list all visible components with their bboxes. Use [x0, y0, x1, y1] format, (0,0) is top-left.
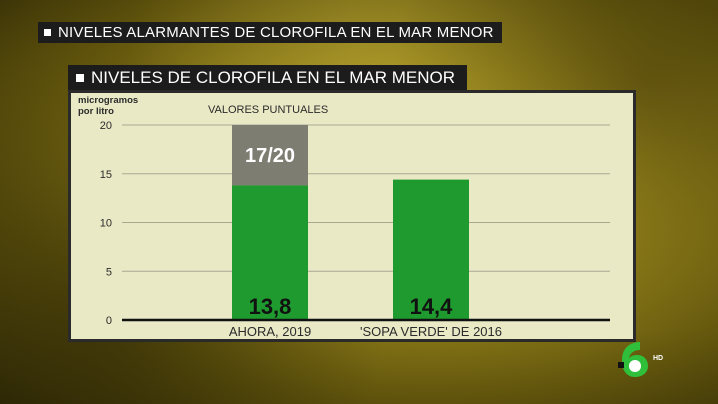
chart-panel [68, 90, 636, 342]
y-axis-label: microgramos por litro [78, 95, 139, 117]
bar [232, 185, 308, 320]
range-bar [232, 125, 308, 186]
x-category-label: AHORA, 2019 [229, 324, 311, 339]
x-category-label: 'SOPA VERDE' DE 2016 [360, 324, 502, 339]
lasexta-logo-icon [618, 342, 648, 377]
chart-title: NIVELES DE CLOROFILA EN EL MAR MENOR [91, 67, 456, 87]
y-tick-label: 20 [100, 120, 112, 132]
top-banner: NIVELES ALARMANTES DE CLOROFILA EN EL MA… [38, 22, 502, 43]
y-tick-label: 10 [100, 218, 112, 230]
annotation-label: VALORES PUNTUALES [208, 104, 329, 116]
y-tick-label: 5 [106, 266, 112, 278]
y-tick-label: 15 [100, 169, 112, 181]
bar [393, 179, 469, 320]
hd-badge: HD [653, 355, 664, 362]
banner-title: NIVELES ALARMANTES DE CLOROFILA EN EL MA… [58, 24, 494, 41]
bar-value-label: 14,4 [410, 294, 454, 319]
y-tick-label: 0 [106, 315, 112, 327]
range-label: 17/20 [245, 145, 295, 167]
bar-value-label: 13,8 [249, 294, 292, 319]
panel-title-bar: NIVELES DE CLOROFILA EN EL MAR MENOR [68, 65, 468, 90]
square-bullet-icon [44, 29, 51, 36]
square-bullet-icon [76, 73, 84, 82]
